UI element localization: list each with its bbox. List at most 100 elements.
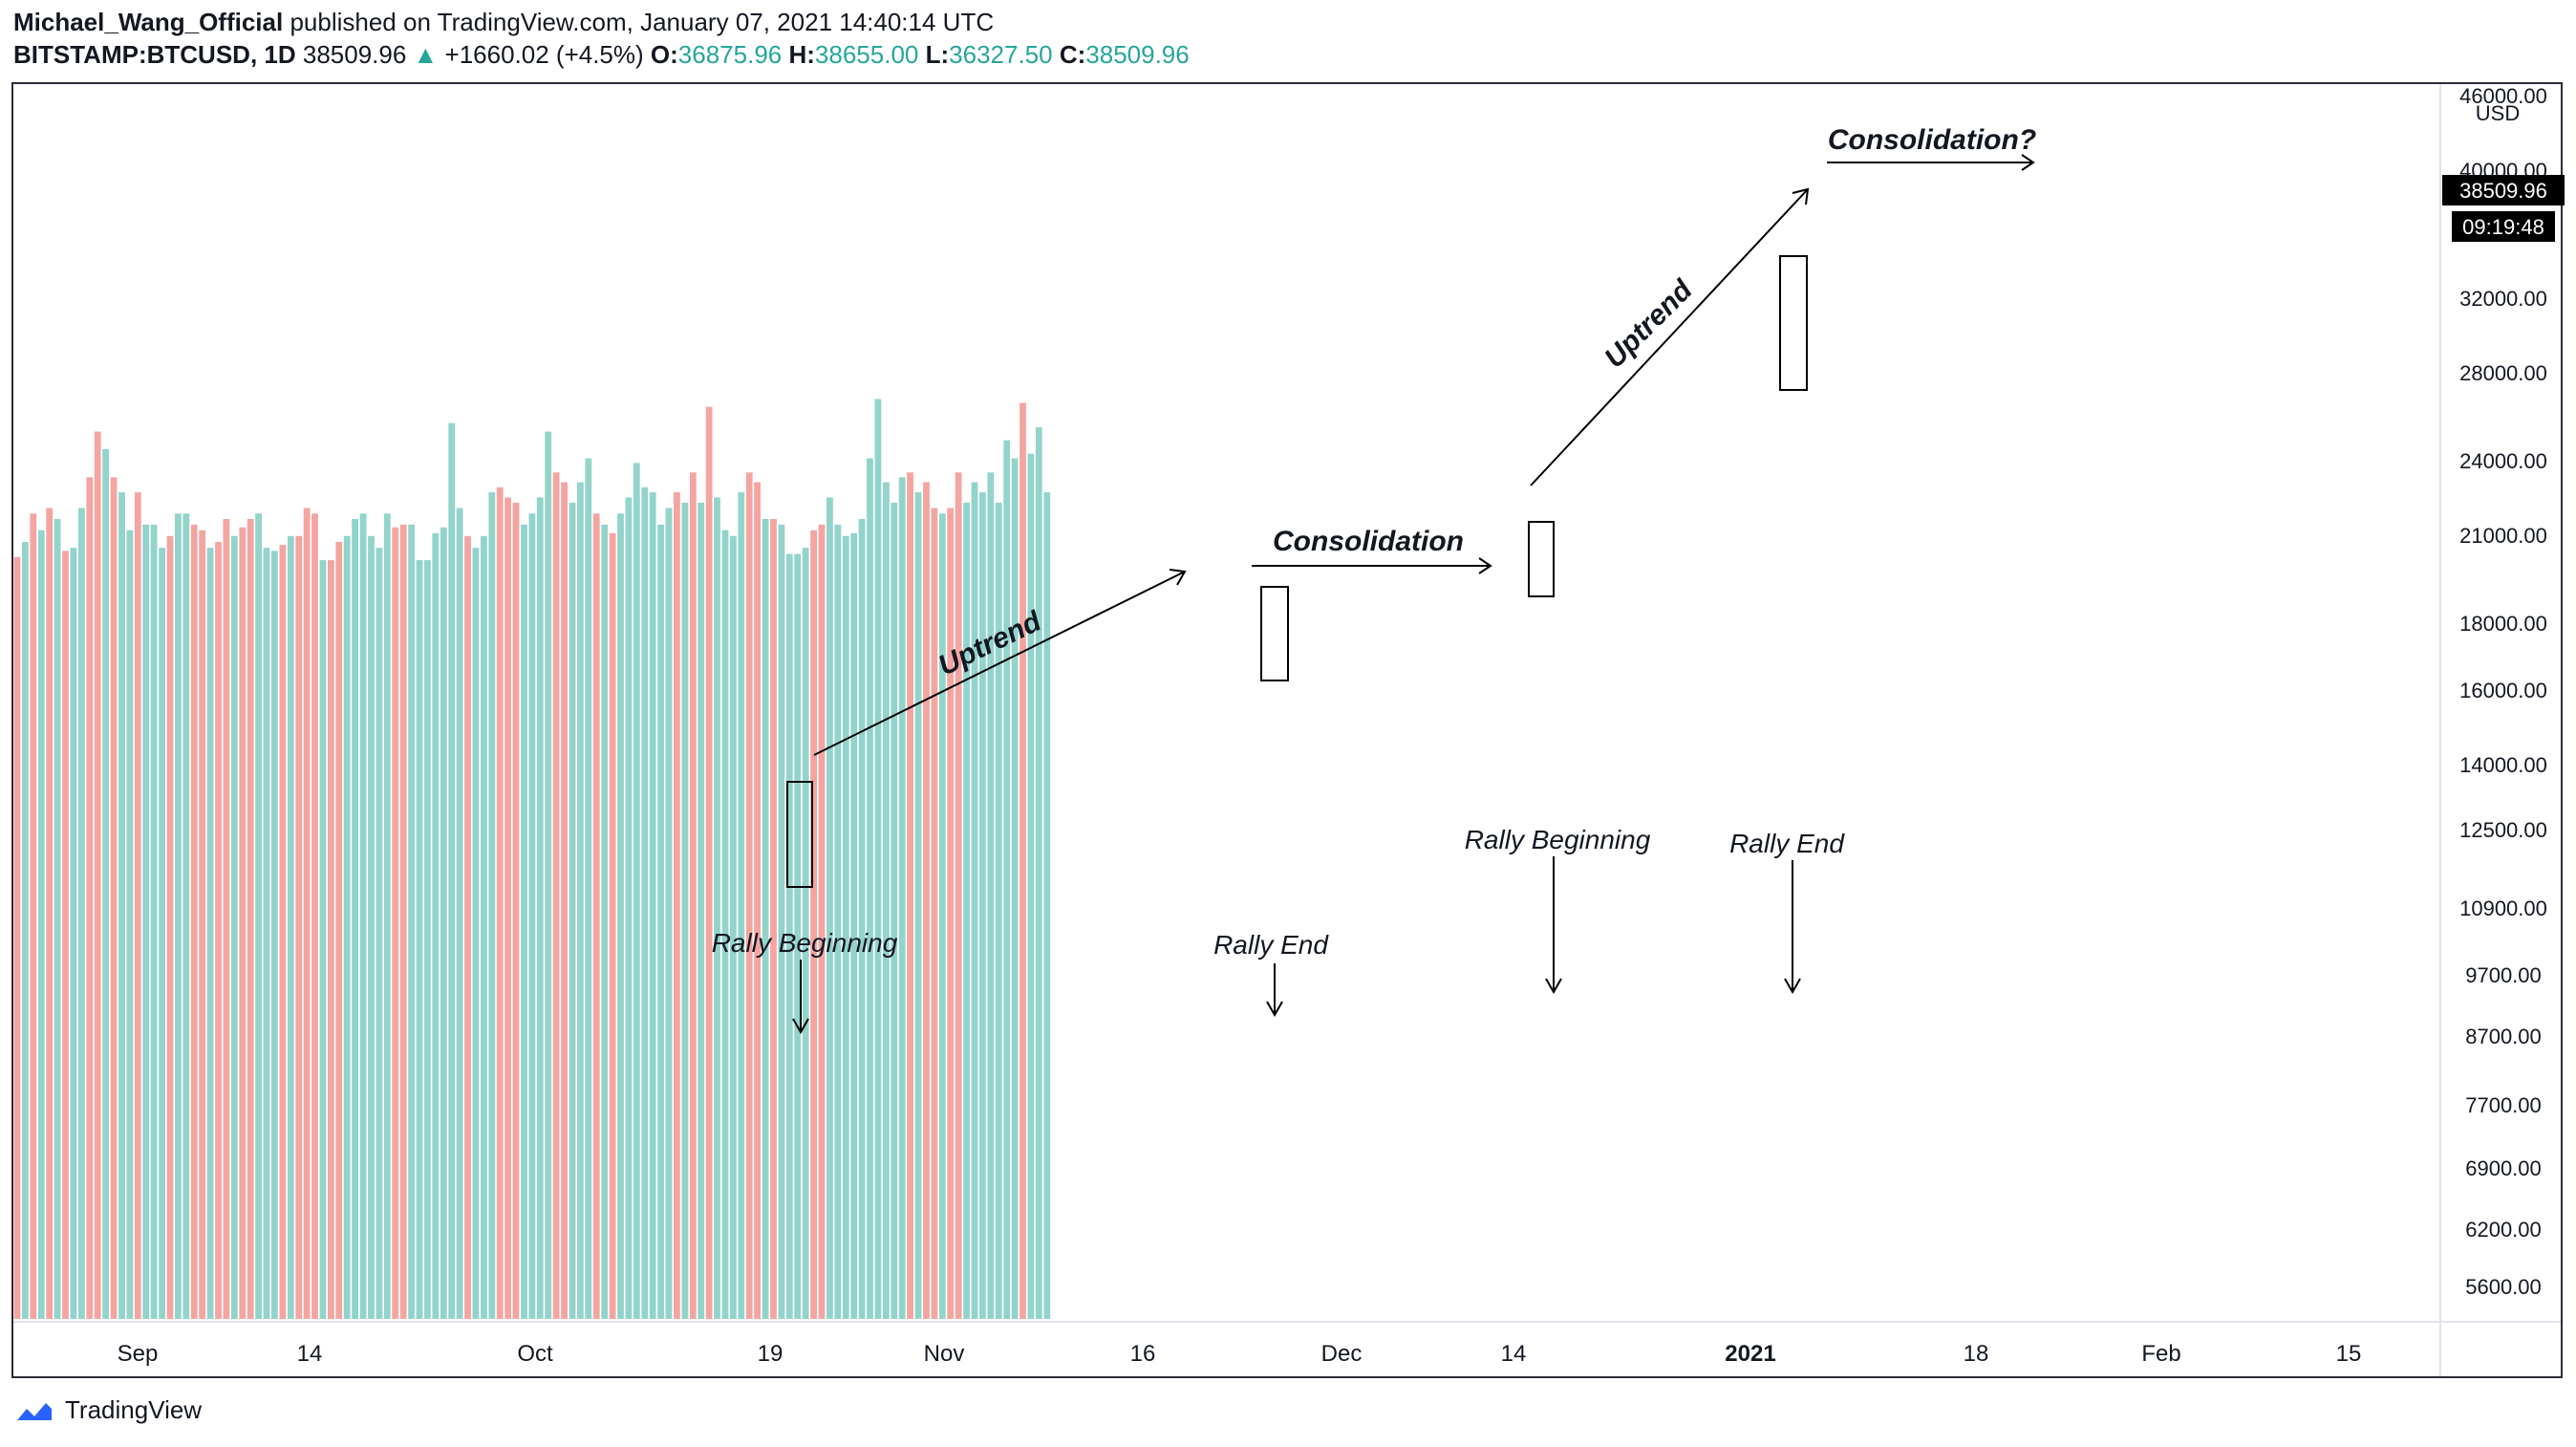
volume-bar bbox=[794, 553, 802, 1319]
volume-bar bbox=[714, 497, 720, 1319]
uptrend-arrow-1[interactable] bbox=[813, 571, 1186, 756]
volume-bar bbox=[1027, 453, 1035, 1319]
price-tick-label: 14000.00 bbox=[2459, 753, 2547, 777]
price-tick-label: 24000.00 bbox=[2459, 449, 2547, 473]
volume-bar bbox=[995, 503, 1002, 1319]
chart-frame bbox=[11, 82, 2563, 1378]
rally-end-label-2[interactable]: Rally End bbox=[1729, 829, 1845, 858]
volume-bar bbox=[440, 527, 447, 1319]
time-tick-label: 18 bbox=[1964, 1341, 1989, 1367]
volume-bar bbox=[295, 535, 303, 1319]
volume-bar bbox=[46, 508, 54, 1319]
volume-bar bbox=[923, 482, 930, 1320]
volume-bar bbox=[867, 458, 873, 1319]
high-label: H: bbox=[788, 40, 815, 69]
close-label: C: bbox=[1059, 40, 1086, 69]
volume-bar bbox=[150, 524, 158, 1319]
consolidation-label-1[interactable]: Consolidation bbox=[1273, 526, 1464, 557]
volume-bar bbox=[738, 492, 745, 1319]
volume-bar bbox=[496, 486, 504, 1319]
uptrend-arrow-1-head bbox=[1169, 569, 1187, 586]
last-price-tag: 38509.96 bbox=[2459, 179, 2547, 203]
volume-bar bbox=[383, 513, 391, 1319]
volume-bar bbox=[504, 497, 511, 1319]
volume-bar bbox=[979, 492, 986, 1319]
rally-end-arrow-2-head bbox=[1784, 978, 1801, 995]
rally-box-nov[interactable] bbox=[1260, 586, 1289, 681]
consolidation-label-2[interactable]: Consolidation? bbox=[1828, 124, 2036, 156]
currency-label[interactable]: USD bbox=[2476, 101, 2520, 125]
volume-bar bbox=[1003, 440, 1011, 1320]
volume-bar bbox=[94, 431, 101, 1320]
volume-bar bbox=[963, 503, 970, 1319]
volume-bar bbox=[657, 524, 664, 1319]
volume-bar bbox=[891, 503, 898, 1319]
volume-bar bbox=[13, 556, 21, 1319]
volume-bar bbox=[279, 545, 287, 1319]
price-tick-label: 28000.00 bbox=[2459, 361, 2547, 385]
uptrend-arrow-2[interactable] bbox=[1530, 188, 1809, 486]
volume-bar bbox=[22, 542, 29, 1319]
volume-bar bbox=[834, 524, 842, 1319]
price-tick-label: 12500.00 bbox=[2459, 818, 2547, 842]
rally-end-arrow-1-head bbox=[1266, 1001, 1283, 1018]
rally-beginning-label-2[interactable]: Rally Beginning bbox=[1465, 825, 1651, 854]
volume-bar bbox=[705, 406, 713, 1319]
volume-bar bbox=[770, 519, 777, 1319]
volume-bar bbox=[239, 527, 247, 1319]
author-name[interactable]: Michael_Wang_Official bbox=[13, 8, 284, 36]
volume-bar bbox=[955, 472, 962, 1319]
volume-bar bbox=[698, 503, 705, 1319]
volume-bar bbox=[1020, 402, 1026, 1320]
rally-beginning-arrow-1-head bbox=[792, 1018, 809, 1035]
up-triangle-icon: ▲ bbox=[413, 40, 439, 69]
volume-bar bbox=[481, 535, 487, 1319]
volume-bar bbox=[70, 548, 77, 1319]
rally-beginning-arrow-2-head bbox=[1545, 978, 1562, 995]
volume-bar bbox=[399, 524, 407, 1319]
rally-beginning-label-1[interactable]: Rally Beginning bbox=[712, 928, 898, 958]
volume-bar bbox=[561, 482, 568, 1320]
volume-bar bbox=[552, 472, 560, 1319]
consolidation-arrow-1-head bbox=[1478, 557, 1492, 574]
rally-box-jan[interactable] bbox=[1779, 255, 1808, 391]
rally-end-label-1[interactable]: Rally End bbox=[1213, 930, 1329, 960]
volume-bar bbox=[681, 503, 689, 1319]
volume-bar bbox=[464, 535, 471, 1319]
rally-box-oct[interactable] bbox=[786, 781, 813, 888]
volume-bar bbox=[182, 513, 190, 1319]
volume-bar bbox=[521, 524, 527, 1319]
volume-bar bbox=[223, 519, 230, 1319]
price-tick-label: 21000.00 bbox=[2459, 524, 2547, 548]
time-tick-label: 19 bbox=[758, 1341, 784, 1367]
volume-bar bbox=[585, 458, 592, 1319]
volume-bar bbox=[215, 542, 222, 1319]
drawings[interactable] bbox=[786, 154, 2035, 1035]
volume-bar bbox=[335, 542, 343, 1319]
volume-bar bbox=[199, 529, 206, 1319]
tradingview-brand: TradingView bbox=[65, 1395, 203, 1424]
volume-bar bbox=[134, 492, 141, 1319]
volume-bar bbox=[230, 535, 238, 1319]
volume-bar bbox=[898, 477, 906, 1319]
rally-box-dec[interactable] bbox=[1528, 521, 1555, 597]
volume-bar bbox=[424, 560, 431, 1319]
volume-bar bbox=[1035, 427, 1042, 1320]
volume-bar bbox=[842, 535, 849, 1319]
volume-bar bbox=[745, 472, 753, 1319]
time-tick-label: Oct bbox=[517, 1341, 553, 1367]
time-axis[interactable]: Sep 14 Oct 19 Nov 16 Dec 14 2021 18 Feb 15 bbox=[118, 1341, 2362, 1367]
volume-bar bbox=[850, 532, 858, 1319]
volume-bar bbox=[368, 535, 375, 1319]
price-axis[interactable]: 46000.0040000.0032000.0028000.0024000.00… bbox=[2459, 84, 2547, 1299]
symbol-label[interactable]: BITSTAMP:BTCUSD, 1D bbox=[13, 40, 296, 69]
tradingview-logo[interactable]: TradingView bbox=[13, 1395, 202, 1425]
volume-bar bbox=[778, 524, 785, 1319]
volume-bar bbox=[617, 513, 624, 1319]
high-value: 38655.00 bbox=[814, 40, 919, 69]
volume-bar bbox=[625, 497, 633, 1319]
volume-bar bbox=[247, 519, 254, 1319]
volume-bar bbox=[633, 463, 640, 1319]
volume-bar bbox=[649, 492, 656, 1319]
